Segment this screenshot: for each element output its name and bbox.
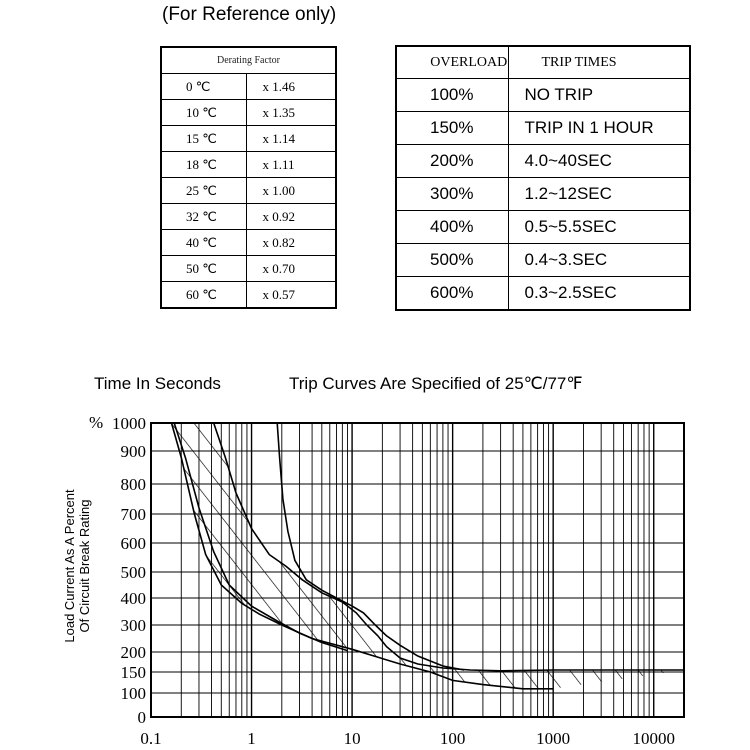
overload-percent: 600% <box>395 276 509 311</box>
x-tick-label: 1000 <box>536 729 570 748</box>
trip-time: 0.4~3.SEC <box>507 243 691 277</box>
trip-curves <box>170 423 684 690</box>
derating-temp: 0 ℃ <box>160 73 247 100</box>
trip-time: 0.5~5.5SEC <box>507 210 691 244</box>
derating-temp: 40 ℃ <box>160 229 247 256</box>
overload-row: 100% NO TRIP <box>395 78 691 112</box>
overload-percent: 200% <box>395 144 509 178</box>
derating-row: 25 ℃ x 1.00 <box>160 177 337 204</box>
derating-row: 15 ℃ x 1.14 <box>160 125 337 152</box>
y-unit-label: % <box>89 413 103 432</box>
derating-row: 0 ℃ x 1.46 <box>160 73 337 100</box>
y-tick-label: 150 <box>121 663 147 682</box>
y-tick-label: 1000 <box>112 414 146 433</box>
trip-curve-3 <box>173 423 348 652</box>
overload-table: OVERLOAD TRIP TIMES 100% NO TRIP 150% TRIP … <box>395 45 691 311</box>
x-tick-label: 100 <box>440 729 466 748</box>
trip-curve-4 <box>276 423 465 671</box>
overload-percent: 300% <box>395 177 509 211</box>
y-tick-label: 700 <box>121 505 147 524</box>
overload-percent: 500% <box>395 243 509 277</box>
derating-row: 60 ℃ x 0.57 <box>160 281 337 309</box>
overload-row: 200% 4.0~40SEC <box>395 144 691 178</box>
derating-temp: 25 ℃ <box>160 177 247 204</box>
derating-row: 50 ℃ x 0.70 <box>160 255 337 282</box>
derating-factor: x 0.57 <box>245 281 337 309</box>
chart-title-left: Time In Seconds <box>94 374 221 393</box>
chart-title-right: Trip Curves Are Specified of 25℃/77℉ <box>289 374 583 393</box>
overload-row: 500% 0.4~3.SEC <box>395 243 691 277</box>
trip-band <box>171 423 684 689</box>
trip-times-header: TRIP TIMES <box>507 45 691 79</box>
plot-frame <box>150 422 685 718</box>
y-axis-label-line2: Of Circuit Break Rating <box>77 500 92 633</box>
derating-title: Derating Factor <box>160 46 337 74</box>
y-tick-label: 0 <box>138 708 147 727</box>
y-tick-label: 100 <box>121 684 147 703</box>
y-tick-label: 400 <box>121 589 147 608</box>
y-tick-label: 900 <box>121 442 147 461</box>
derating-factor: x 1.46 <box>245 73 337 100</box>
derating-temp: 60 ℃ <box>160 281 247 309</box>
x-tick-label: 10 <box>344 729 361 748</box>
derating-factor: x 1.00 <box>245 177 337 204</box>
trip-time: 1.2~12SEC <box>507 177 691 211</box>
x-tick-label: 0.1 <box>140 729 161 748</box>
overload-percent: 100% <box>395 78 509 112</box>
overload-header: OVERLOAD <box>395 45 509 79</box>
y-tick-label: 200 <box>121 643 147 662</box>
x-tick-label: 10000 <box>632 729 675 748</box>
x-tick-label: 1 <box>247 729 256 748</box>
derating-row: 10 ℃ x 1.35 <box>160 99 337 126</box>
overload-row: 300% 1.2~12SEC <box>395 177 691 211</box>
trip-time: 4.0~40SEC <box>507 144 691 178</box>
y-tick-label: 500 <box>121 563 147 582</box>
derating-temp: 18 ℃ <box>160 151 247 178</box>
derating-temp: 50 ℃ <box>160 255 247 282</box>
derating-table: Derating Factor 0 ℃ x 1.46 10 ℃ x 1.35 15 ℃ x… <box>160 46 337 309</box>
overload-row: 600% 0.3~2.5SEC <box>395 276 691 311</box>
derating-row: 40 ℃ x 0.82 <box>160 229 337 256</box>
derating-temp: 10 ℃ <box>160 99 247 126</box>
derating-factor: x 1.14 <box>245 125 337 152</box>
derating-factor: x 0.70 <box>245 255 337 282</box>
trip-time: 0.3~2.5SEC <box>507 276 691 311</box>
trip-curve-2 <box>212 423 684 672</box>
y-tick-label: 600 <box>121 534 147 553</box>
y-tick-label: 800 <box>121 475 147 494</box>
y-tick-label: 300 <box>121 616 147 635</box>
reference-note: (For Reference only) <box>162 4 337 25</box>
y-axis-label-line1: Load Current As A Percent <box>62 489 77 643</box>
trip-time: NO TRIP <box>507 78 691 112</box>
